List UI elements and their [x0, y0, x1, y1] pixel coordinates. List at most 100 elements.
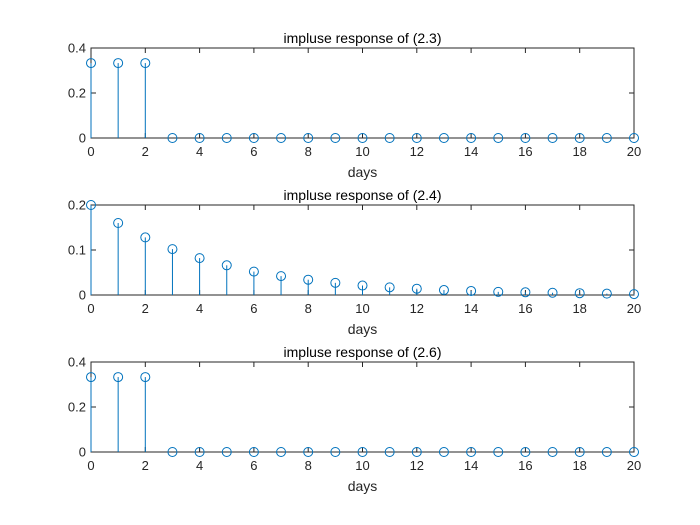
x-tick-label: 20 [627, 458, 641, 473]
x-tick-label: 8 [305, 144, 312, 159]
stem-marker [276, 447, 287, 457]
x-tick-label: 2 [142, 301, 149, 316]
y-tick-label: 0.2 [68, 400, 86, 415]
stem-marker [140, 232, 151, 243]
stem-marker [384, 282, 395, 293]
x-tick-label: 18 [572, 458, 586, 473]
stem-marker [330, 277, 341, 288]
x-tick-label: 16 [518, 458, 532, 473]
stem-marker [167, 244, 178, 255]
x-tick-label: 12 [410, 144, 424, 159]
x-tick-label: 8 [305, 458, 312, 473]
stem-marker [167, 447, 178, 457]
stem-marker [547, 447, 558, 457]
stem-marker [629, 133, 639, 143]
y-tick-label: 0 [79, 288, 86, 303]
stem-marker [194, 133, 205, 143]
stem-marker [113, 218, 124, 228]
stem-marker [411, 133, 422, 143]
x-tick-label: 2 [142, 458, 149, 473]
stem-marker [303, 447, 314, 457]
stem-marker [167, 133, 178, 143]
x-tick-label: 14 [464, 144, 478, 159]
x-tick-label: 6 [250, 301, 257, 316]
x-axis-label: days [348, 321, 378, 337]
stem-marker [493, 133, 504, 143]
chart-title: impluse response of (2.4) [284, 187, 442, 203]
stem-marker [574, 288, 585, 299]
stem-marker [248, 266, 259, 277]
x-tick-label: 0 [87, 458, 94, 473]
stem-marker [194, 253, 205, 264]
x-tick-label: 8 [305, 301, 312, 316]
stem-marker [86, 372, 96, 383]
x-tick-label: 18 [572, 144, 586, 159]
stem-marker [330, 447, 341, 457]
stem-marker [330, 133, 341, 143]
x-tick-label: 12 [410, 458, 424, 473]
x-tick-label: 16 [518, 144, 532, 159]
stem-marker [629, 447, 639, 457]
stem-marker [574, 447, 585, 457]
y-tick-label: 0.1 [68, 243, 86, 258]
stem-marker [86, 58, 96, 69]
x-tick-label: 4 [196, 458, 203, 473]
stem-marker [601, 447, 612, 457]
stem-marker [276, 271, 287, 282]
stem-marker [357, 133, 368, 143]
x-axis-label: days [348, 478, 378, 494]
stem-marker [357, 447, 368, 457]
x-tick-label: 2 [142, 144, 149, 159]
x-tick-label: 14 [464, 458, 478, 473]
stem-marker [113, 372, 124, 383]
stem-marker [384, 447, 395, 457]
subplot-1: 0 2 4 6 8 10 12 14 16 18 20 0 0.2 0.4 impluse response… [68, 30, 641, 180]
stem-marker [384, 133, 395, 143]
stem-marker [547, 287, 558, 298]
x-tick-label: 0 [87, 144, 94, 159]
subplot-3: 0 2 4 6 8 10 12 14 16 18 20 0 0.2 0.4 impluse response… [68, 344, 641, 494]
chart-title: impluse response of (2.3) [284, 30, 442, 46]
stem-marker [221, 447, 232, 457]
x-tick-label: 6 [250, 144, 257, 159]
y-tick-label: 0 [79, 131, 86, 146]
stem-marker [276, 133, 287, 143]
stem-marker [248, 447, 259, 457]
x-tick-label: 20 [627, 301, 641, 316]
x-axis-label: days [348, 164, 378, 180]
y-tick-label: 0 [79, 445, 86, 460]
stem-marker [411, 283, 422, 294]
stem-marker [466, 285, 477, 296]
stem-marker [493, 286, 504, 297]
x-tick-label: 18 [572, 301, 586, 316]
stem-marker [140, 58, 151, 69]
stem-marker [303, 133, 314, 143]
x-tick-label: 12 [410, 301, 424, 316]
stem-marker [438, 447, 449, 457]
x-tick-label: 4 [196, 144, 203, 159]
stem-marker [629, 289, 639, 300]
stem-marker [221, 133, 232, 143]
subplot-2: 0 2 4 6 8 10 12 14 16 18 20 0 0.1 0.2 impluse response… [68, 187, 641, 337]
stem-marker [438, 285, 449, 296]
chart-title: impluse response of (2.6) [284, 344, 442, 360]
stem-marker [86, 200, 96, 210]
axes-box [90, 47, 635, 139]
axes-box [90, 361, 635, 453]
stem-marker [113, 58, 124, 69]
stem-marker [303, 274, 314, 285]
y-tick-label: 0.2 [68, 198, 86, 213]
stem-marker [140, 372, 151, 383]
stem-marker [438, 133, 449, 143]
x-tick-label: 0 [87, 301, 94, 316]
x-tick-label: 10 [355, 144, 369, 159]
stem-marker [520, 133, 531, 143]
stem-marker [601, 288, 612, 299]
stem-marker [493, 447, 504, 457]
stem-marker [357, 280, 368, 291]
y-tick-label: 0.4 [68, 41, 86, 56]
x-tick-label: 20 [627, 144, 641, 159]
stem-marker [520, 287, 531, 298]
stem-marker [221, 260, 232, 271]
